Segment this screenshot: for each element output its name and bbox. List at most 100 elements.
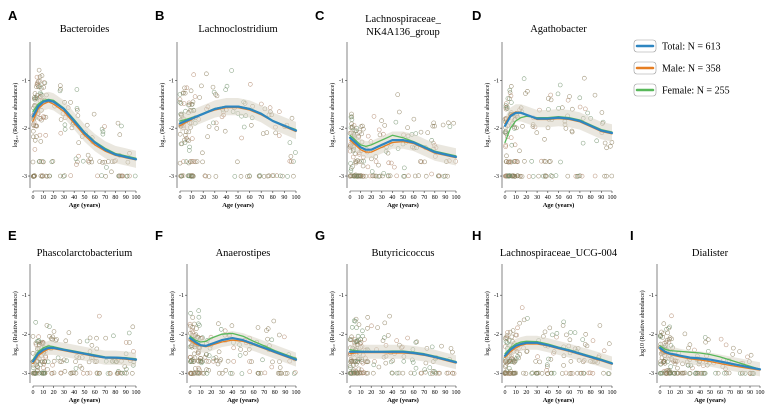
data-point — [512, 173, 517, 179]
data-point — [512, 142, 518, 148]
x-tick-label: 0 — [189, 390, 192, 396]
data-point — [77, 363, 83, 369]
panel-C: C Lachnospiraceae_ NK4A136_group -3 -2 -1 0 10 2… — [315, 8, 461, 209]
data-point — [681, 370, 686, 376]
data-point — [348, 114, 354, 120]
data-point — [204, 71, 209, 77]
data-point — [380, 338, 386, 343]
x-tick-label: 100 — [292, 195, 301, 201]
data-point — [510, 328, 516, 333]
data-point — [190, 173, 195, 178]
x-tick-label: 0 — [32, 390, 35, 396]
data-point — [535, 354, 540, 359]
data-point — [61, 174, 66, 179]
data-point — [511, 357, 516, 363]
data-point — [247, 173, 252, 179]
x-tick-label: 60 — [717, 390, 723, 396]
panel-title: Agathobacter — [530, 24, 587, 35]
data-point — [277, 332, 282, 338]
data-point — [505, 96, 511, 101]
data-point — [687, 342, 693, 347]
data-point — [196, 308, 201, 313]
data-point — [102, 124, 107, 129]
data-point — [277, 109, 282, 114]
x-tick-label: 70 — [727, 390, 733, 396]
data-point — [41, 80, 47, 85]
data-point — [353, 359, 358, 364]
legend-label-female: Female: N = 255 — [662, 86, 730, 97]
y-tick-label: -3 — [22, 174, 27, 180]
data-point — [74, 106, 80, 111]
x-tick-label: 50 — [82, 390, 88, 396]
data-point — [45, 367, 50, 372]
data-point — [223, 87, 228, 92]
data-point — [73, 156, 79, 162]
data-point — [195, 370, 201, 376]
data-point — [353, 160, 359, 166]
panel-H: H Lachnospiraceae_UCG-004 -3 -2 -1 0 10 20 30 40 5… — [472, 228, 618, 404]
data-point — [124, 173, 130, 179]
data-point — [211, 120, 216, 126]
data-point — [544, 368, 549, 373]
x-tick-label: 90 — [598, 195, 604, 201]
data-point — [576, 173, 581, 179]
data-point — [536, 173, 541, 179]
data-point — [410, 360, 416, 365]
data-point — [57, 359, 63, 364]
data-point — [371, 114, 377, 119]
data-point — [182, 90, 188, 96]
data-point — [548, 97, 554, 103]
data-point — [423, 173, 429, 179]
data-point — [255, 370, 261, 376]
data-point — [429, 344, 435, 350]
data-point — [377, 173, 383, 179]
data-point — [503, 103, 509, 108]
panel-title: Anaerostipes — [216, 248, 271, 259]
data-point — [350, 164, 355, 169]
data-point — [679, 370, 685, 376]
data-point — [509, 100, 514, 105]
data-point — [187, 102, 192, 107]
data-point — [247, 359, 252, 364]
data-point — [401, 359, 407, 364]
data-point — [505, 330, 510, 335]
x-tick-label: 60 — [251, 390, 257, 396]
data-point — [507, 96, 512, 101]
x-axis-label: Age (years) — [222, 202, 254, 209]
x-tick-label: 30 — [212, 195, 218, 201]
data-point — [505, 173, 511, 179]
confidence-band — [505, 104, 612, 142]
x-tick-label: 50 — [235, 195, 241, 201]
data-point — [184, 85, 190, 91]
data-point — [427, 365, 433, 370]
data-point — [35, 365, 41, 370]
data-point — [518, 174, 523, 179]
data-point — [213, 174, 219, 179]
data-point — [200, 359, 205, 364]
data-point — [247, 369, 252, 374]
data-point — [94, 335, 99, 341]
x-tick-label: 20 — [523, 390, 529, 396]
data-point — [372, 359, 377, 364]
data-point — [387, 173, 393, 179]
data-point — [197, 370, 203, 376]
data-point — [551, 370, 557, 376]
data-point — [352, 128, 358, 134]
data-point — [194, 159, 200, 164]
data-point — [190, 357, 196, 362]
data-point — [216, 321, 221, 326]
data-point — [190, 136, 195, 141]
data-point — [440, 122, 446, 128]
data-point — [189, 102, 195, 107]
data-point — [40, 159, 46, 164]
data-point — [111, 333, 116, 339]
data-point — [521, 76, 527, 81]
data-point — [355, 333, 361, 339]
data-point — [348, 168, 354, 174]
panel-D: D Agathobacter -3 -2 -1 0 10 20 30 40 50 60 70 80 90 10… — [472, 8, 617, 209]
data-point — [386, 333, 391, 338]
x-tick-label: 70 — [102, 390, 108, 396]
data-point — [354, 338, 360, 344]
data-point — [550, 332, 555, 338]
data-point — [502, 370, 508, 375]
